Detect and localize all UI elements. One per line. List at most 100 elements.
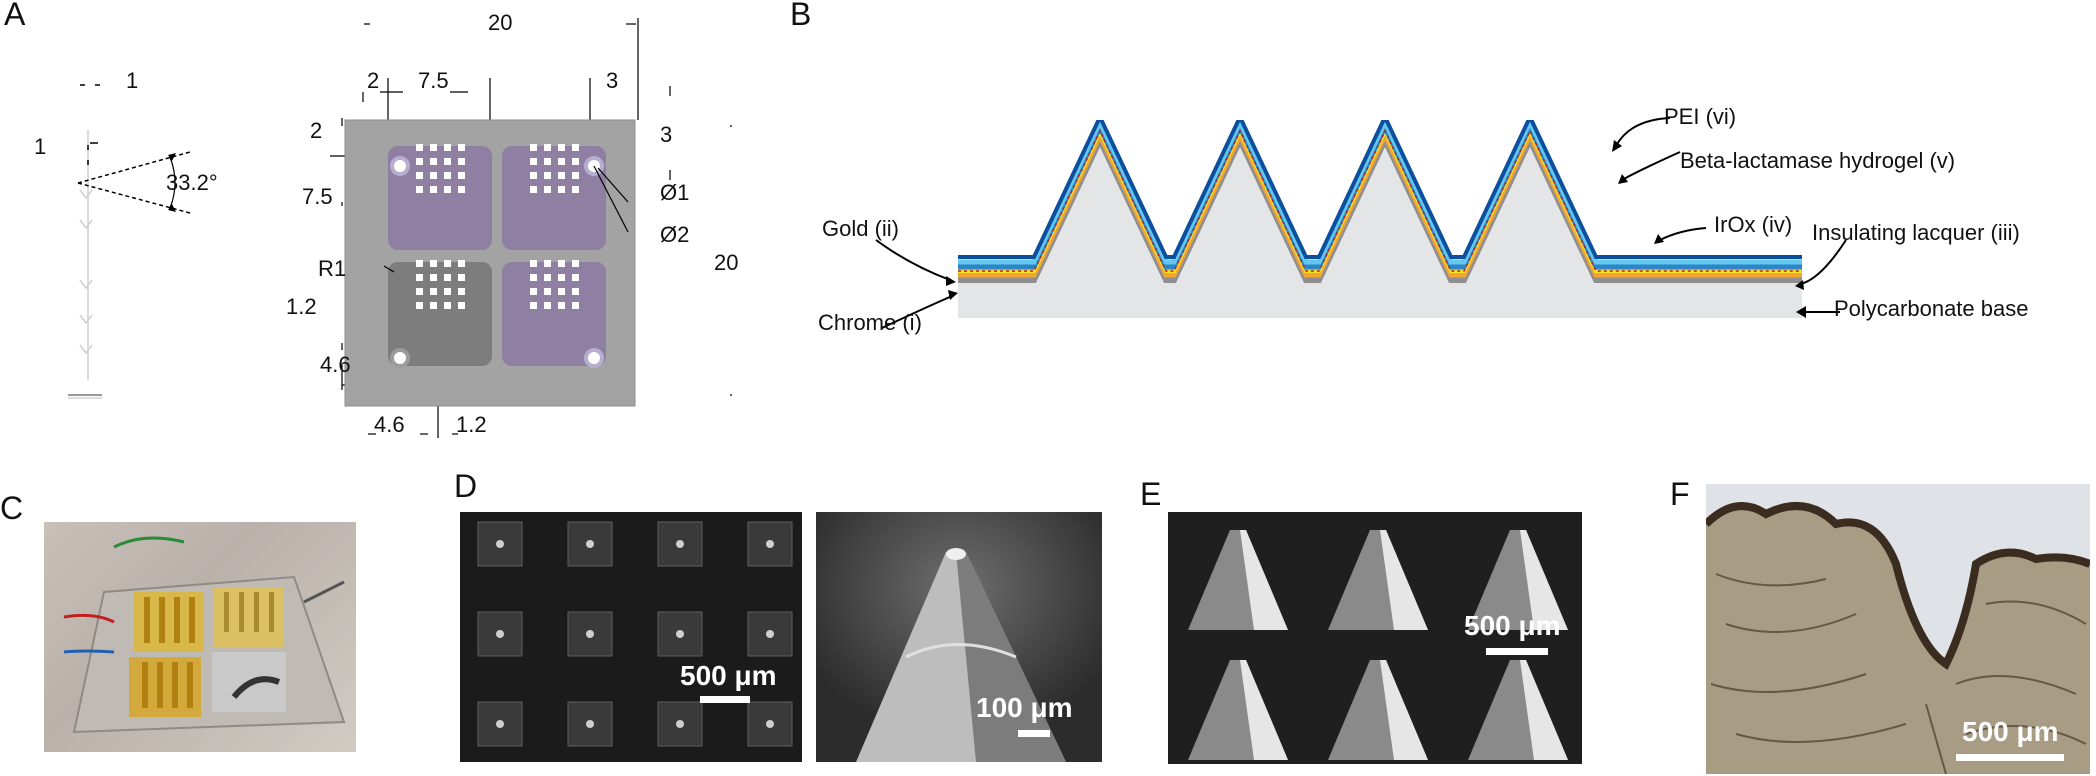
panel-c-photo: [44, 522, 356, 752]
microneedle-dot: [458, 274, 465, 281]
dim-bottom-offset: 4.6: [320, 352, 351, 377]
panel-f-histology: [1706, 484, 2090, 774]
scale-label-f: 500 μm: [1962, 716, 2059, 747]
sem-needle-tip: [766, 630, 774, 638]
panel-label-e: E: [1140, 476, 1162, 512]
device-photo-illustration: [63, 536, 346, 734]
dim-gap-vertical: 1.2: [286, 294, 317, 319]
label-gold: Gold (ii): [822, 216, 900, 241]
microneedle-dot: [530, 288, 537, 295]
dim-pad-height: 7.5: [302, 184, 333, 209]
microneedle-dot: [430, 158, 437, 165]
panel-b-layer-diagram: [958, 120, 1802, 318]
scale-bar-f: [1956, 754, 2064, 761]
scale-bar-d-right: [1018, 730, 1050, 737]
panel-label-c: C: [0, 490, 24, 526]
microneedle-dot: [430, 260, 437, 267]
microneedle-dot: [544, 144, 551, 151]
hydrogel-layer: [958, 120, 1802, 265]
sem-needle-tip: [586, 540, 594, 548]
dim-side-height: 1: [34, 134, 47, 159]
microneedle-dot: [530, 158, 537, 165]
microneedle-dot: [572, 172, 579, 179]
sem-coated-array-illustration: [1188, 530, 1568, 760]
sem-needle-highlight: [1380, 530, 1428, 630]
dim-right-offset: 3: [606, 68, 619, 93]
sem-needle-tip: [586, 720, 594, 728]
microneedle-dot: [430, 144, 437, 151]
microneedle-dot: [444, 302, 451, 309]
dim-bottom-gap: 1.2: [456, 412, 487, 437]
dim-left-offset: 2: [367, 68, 380, 93]
microneedle-dot: [558, 302, 565, 309]
panel-label-f: F: [1670, 476, 1690, 512]
microneedle-dot: [558, 186, 565, 193]
microneedle-dot: [572, 274, 579, 281]
dim-pad-width: 7.5: [418, 68, 449, 93]
microneedle-dot: [458, 144, 465, 151]
sem-needle-highlight: [1240, 660, 1288, 760]
sem-needle-tip: [766, 720, 774, 728]
microneedle-dot: [430, 302, 437, 309]
dim-hole-large: Ø2: [660, 222, 690, 247]
irox-dash-line: [958, 129, 1802, 272]
microneedle-dot: [444, 288, 451, 295]
microneedle-dot: [572, 260, 579, 267]
sem-needle-highlight: [1520, 530, 1568, 630]
microneedle-dot: [430, 186, 437, 193]
microneedle-dot: [544, 302, 551, 309]
microneedle-dot: [544, 274, 551, 281]
microneedle-dot: [530, 186, 537, 193]
microneedle-dot: [444, 274, 451, 281]
microneedle-dot: [530, 172, 537, 179]
scale-bar-e: [1486, 648, 1548, 655]
microneedle-dot: [444, 144, 451, 151]
microneedle-dot: [544, 172, 551, 179]
dim-total-height: 20: [714, 250, 739, 275]
dim-total-width: 20: [488, 10, 513, 35]
sem-needle-highlight: [1380, 660, 1428, 760]
pei-layer: [958, 120, 1802, 259]
label-irox: IrOx (iv): [1714, 212, 1793, 237]
sem-needle-tip: [766, 540, 774, 548]
dim-top-offset-left: 2: [310, 118, 323, 143]
histology-illustration: [1706, 502, 2090, 774]
microneedle-dot: [416, 274, 423, 281]
scale-label-d-right: 100 μm: [976, 692, 1073, 723]
microneedle-dot: [416, 158, 423, 165]
microneedle-dot: [458, 260, 465, 267]
panel-a-side-view: [68, 84, 191, 399]
microneedle-dot: [430, 274, 437, 281]
sem-needle-tip: [496, 720, 504, 728]
microneedle-dot: [458, 158, 465, 165]
microneedle-dot: [544, 186, 551, 193]
dim-corner-radius: R1: [318, 256, 347, 281]
microneedle-dot: [416, 302, 423, 309]
microneedle-dot: [558, 144, 565, 151]
microneedle-dot: [530, 260, 537, 267]
microneedle-dot: [416, 144, 423, 151]
microneedle-dot: [444, 158, 451, 165]
panel-d-sem-single: [816, 512, 1102, 762]
microneedle-dot: [572, 302, 579, 309]
microneedle-dot: [572, 288, 579, 295]
panel-a-top-view: [330, 18, 732, 438]
panel-label-a: A: [4, 0, 26, 32]
sem-needle-highlight: [1520, 660, 1568, 760]
microneedle-dot: [530, 302, 537, 309]
sem-needle-tip: [586, 630, 594, 638]
microneedle-dot: [544, 288, 551, 295]
label-lacquer: Insulating lacquer (iii): [1812, 220, 2020, 245]
dim-side-width: 1: [126, 68, 139, 93]
microneedle-dot: [558, 158, 565, 165]
dim-hole-small: Ø1: [660, 180, 690, 205]
dim-top-offset-right: 3: [660, 122, 673, 147]
microneedle-dot: [444, 186, 451, 193]
microneedle-dot: [558, 260, 565, 267]
panel-label-d: D: [454, 468, 478, 504]
microneedle-dot: [444, 172, 451, 179]
microneedle-dot: [416, 186, 423, 193]
microneedle-dot: [458, 302, 465, 309]
microneedle-dot: [530, 274, 537, 281]
scale-bar-d-left: [700, 696, 750, 703]
